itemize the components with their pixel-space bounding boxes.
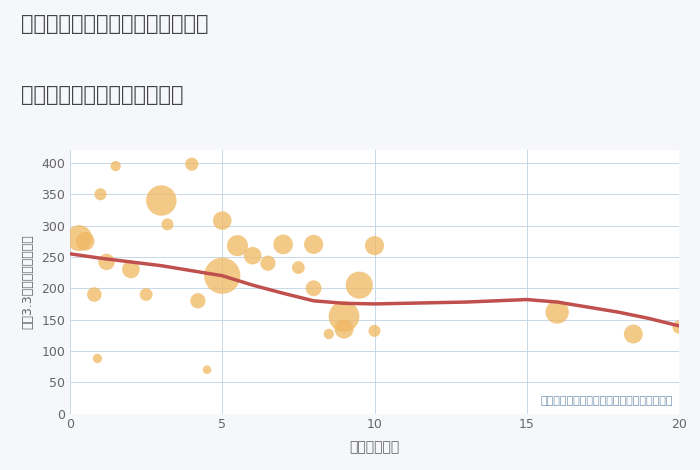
Point: [339, 325, 350, 333]
Point: [202, 366, 213, 374]
Point: [217, 217, 228, 224]
X-axis label: 駅距離（分）: 駅距離（分）: [349, 440, 400, 454]
Point: [141, 291, 152, 298]
Point: [308, 241, 319, 248]
Point: [186, 160, 197, 168]
Point: [369, 242, 380, 250]
Point: [156, 197, 167, 204]
Point: [162, 220, 173, 228]
Point: [80, 237, 91, 245]
Point: [125, 266, 136, 273]
Point: [193, 297, 204, 305]
Text: 円の大きさは、取引のあった物件面積を示す: 円の大きさは、取引のあった物件面積を示す: [540, 396, 673, 406]
Point: [74, 235, 85, 242]
Point: [277, 241, 289, 248]
Point: [95, 190, 106, 198]
Point: [293, 264, 304, 271]
Point: [628, 330, 639, 338]
Text: 神奈川県横浜市中区伊勢佐木町の: 神奈川県横浜市中区伊勢佐木町の: [21, 14, 209, 34]
Point: [101, 258, 112, 266]
Point: [110, 162, 121, 170]
Point: [232, 242, 243, 250]
Point: [552, 308, 563, 316]
Point: [673, 323, 685, 331]
Point: [339, 313, 350, 320]
Point: [323, 330, 335, 338]
Point: [217, 272, 228, 280]
Point: [89, 291, 100, 298]
Text: 駅距離別中古マンション価格: 駅距離別中古マンション価格: [21, 85, 183, 105]
Point: [92, 355, 103, 362]
Point: [262, 259, 274, 267]
Point: [308, 284, 319, 292]
Point: [247, 252, 258, 259]
Point: [369, 327, 380, 335]
Y-axis label: 坪（3.3㎡）単価（万円）: 坪（3.3㎡）単価（万円）: [21, 235, 34, 329]
Point: [354, 282, 365, 289]
